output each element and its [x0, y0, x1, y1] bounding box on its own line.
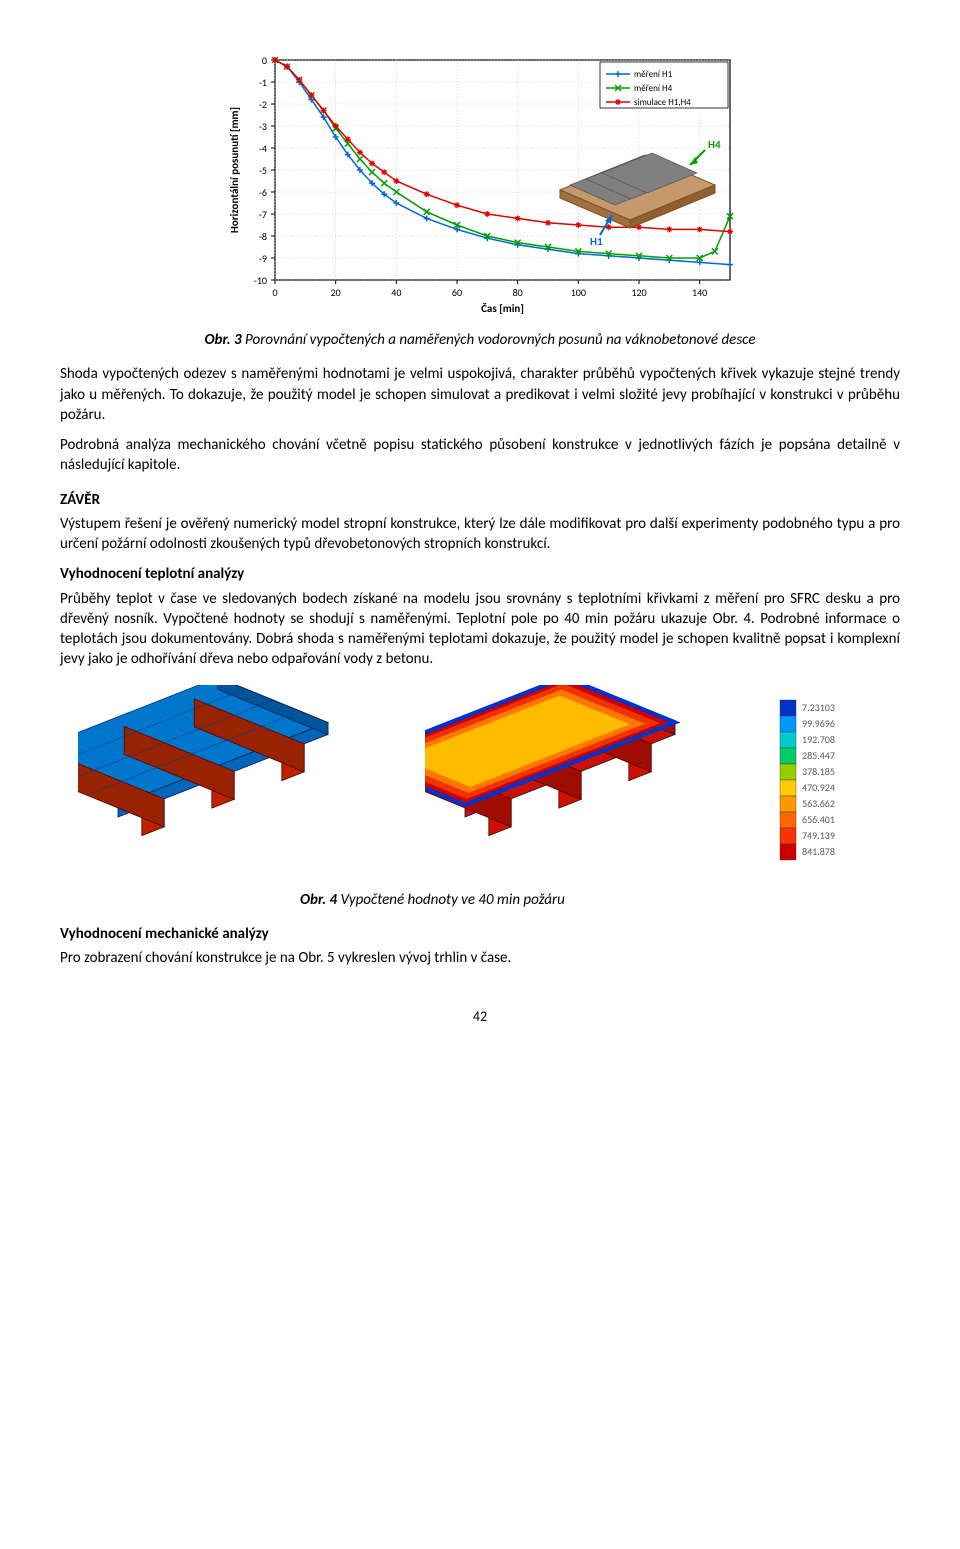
svg-text:-10: -10 — [254, 274, 267, 287]
svg-text:-4: -4 — [259, 142, 267, 155]
figure-3: 020406080100120140-10-9-8-7-6-5-4-3-2-10… — [60, 50, 900, 320]
svg-text:749.139: 749.139 — [802, 829, 835, 842]
svg-text:60: 60 — [452, 286, 462, 299]
svg-text:0: 0 — [272, 286, 277, 299]
svg-text:-1: -1 — [259, 76, 267, 89]
svg-text:563.662: 563.662 — [802, 797, 835, 810]
figure-3-caption: Obr. 3 Porovnání vypočtených a naměřenýc… — [60, 330, 900, 350]
svg-text:Čas [min]: Čas [min] — [481, 302, 524, 315]
svg-text:měření H4: měření H4 — [634, 83, 673, 94]
svg-text:285.447: 285.447 — [802, 749, 835, 762]
svg-text:100: 100 — [571, 286, 586, 299]
svg-text:20: 20 — [331, 286, 341, 299]
figure-4-caption: Obr. 4 Vypočtené hodnoty ve 40 min požár… — [60, 890, 900, 910]
svg-text:H1: H1 — [590, 235, 603, 248]
paragraph-3: Výstupem řešení je ověřený numerický mod… — [60, 514, 900, 555]
svg-text:40: 40 — [391, 286, 401, 299]
figure-4-view-top — [78, 685, 378, 875]
heading-teplotni: Vyhodnocení teplotní analýzy — [60, 564, 900, 584]
svg-text:-2: -2 — [259, 98, 267, 111]
svg-text:-3: -3 — [259, 120, 267, 133]
svg-text:H4: H4 — [708, 138, 721, 151]
svg-text:378.185: 378.185 — [802, 765, 835, 778]
figure-4-caption-prefix: Obr. 4 — [300, 891, 337, 909]
paragraph-1: Shoda vypočtených odezev s naměřenými ho… — [60, 364, 900, 425]
svg-text:120: 120 — [631, 286, 646, 299]
svg-text:měření H1: měření H1 — [634, 69, 673, 80]
paragraph-4: Průběhy teplot v čase ve sledovaných bod… — [60, 589, 900, 670]
svg-text:-9: -9 — [259, 252, 267, 265]
svg-text:Horizontální posunutí [mm]: Horizontální posunutí [mm] — [228, 107, 241, 233]
heading-mechanicka: Vyhodnocení mechanické analýzy — [60, 924, 900, 944]
svg-text:80: 80 — [513, 286, 523, 299]
figure-4-view-bottom — [425, 685, 725, 875]
paragraph-2: Podrobná analýza mechanického chování vč… — [60, 435, 900, 476]
figure-4-colorbar: 7.23103 99.9696 192.708 285.447 378.185 470.9… — [772, 680, 882, 880]
figure-4-caption-text: Vypočtené hodnoty ve 40 min požáru — [341, 891, 565, 909]
page-number: 42 — [60, 1008, 900, 1027]
svg-text:0: 0 — [262, 54, 267, 67]
svg-text:-6: -6 — [259, 186, 267, 199]
svg-text:99.9696: 99.9696 — [802, 717, 835, 730]
svg-text:470.924: 470.924 — [802, 781, 835, 794]
heading-zaver: ZÁVĚR — [60, 490, 900, 510]
svg-text:-7: -7 — [259, 208, 267, 221]
paragraph-mech: Pro zobrazení chování konstrukce je na O… — [60, 948, 900, 968]
svg-text:7.23103: 7.23103 — [802, 701, 835, 714]
svg-text:140: 140 — [692, 286, 707, 299]
svg-text:192.708: 192.708 — [802, 733, 835, 746]
figure-3-caption-prefix: Obr. 3 — [205, 331, 242, 349]
figure-3-caption-text: Porovnání vypočtených a naměřených vodor… — [245, 331, 755, 349]
svg-text:-8: -8 — [259, 230, 267, 243]
figure-3-chart: 020406080100120140-10-9-8-7-6-5-4-3-2-10… — [220, 50, 740, 320]
svg-text:656.401: 656.401 — [802, 813, 835, 826]
svg-text:-5: -5 — [259, 164, 267, 177]
svg-text:simulace H1,H4: simulace H1,H4 — [634, 97, 691, 108]
figure-4: 7.23103 99.9696 192.708 285.447 378.185 470.9… — [60, 680, 900, 880]
svg-text:841.878: 841.878 — [802, 845, 835, 858]
